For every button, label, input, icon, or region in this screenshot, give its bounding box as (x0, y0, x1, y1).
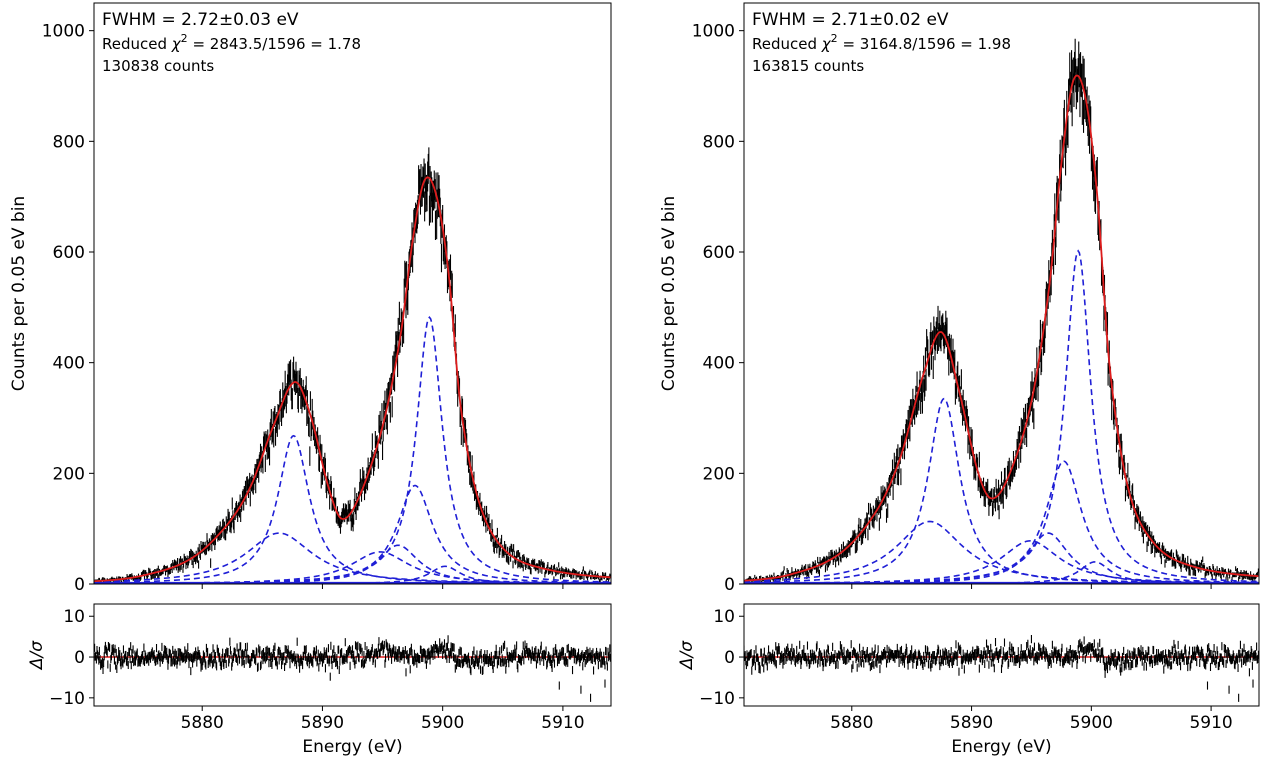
y-tick-label: 200 (703, 464, 735, 484)
residual-y-tick-label: 10 (713, 607, 735, 627)
chi2-annotation: Reduced χ2 = 2843.5/1596 = 1.78 (102, 32, 361, 53)
y-tick-label: 0 (724, 575, 735, 595)
y-tick-label: 800 (53, 132, 85, 152)
residual-y-axis-label: Δ/σ (27, 640, 47, 671)
x-tick-label: 5880 (830, 713, 873, 733)
residual-axes-frame (93, 603, 612, 707)
x-tick-label: 5910 (541, 713, 584, 733)
residual-axes-frame (743, 603, 1260, 707)
residual-y-tick-label: 0 (724, 648, 735, 668)
y-tick-label: 600 (53, 243, 85, 263)
fit-component-1 (94, 434, 610, 584)
y-tick-label: 400 (53, 354, 85, 374)
x-tick-label: 5900 (1070, 713, 1113, 733)
y-axis-label: Counts per 0.05 eV bin (659, 196, 679, 391)
residual-errorbars (744, 635, 1259, 702)
x-axis-label: Energy (eV) (302, 737, 402, 757)
fwhm-annotation: FWHM = 2.72±0.03 eV (102, 10, 299, 30)
y-axis-label: Counts per 0.05 eV bin (9, 196, 29, 391)
x-axis-label: Energy (eV) (951, 737, 1051, 757)
total-fit-line (744, 74, 1259, 582)
x-tick-label: 5910 (1189, 713, 1232, 733)
residual-plot-area (94, 635, 611, 702)
counts-annotation: 163815 counts (752, 57, 864, 75)
y-tick-label: 800 (703, 132, 735, 152)
y-tick-label: 1000 (42, 22, 85, 42)
y-tick-label: 400 (703, 354, 735, 374)
chart-panel-left: 0 200 400 600 800 1000 −10 0 10 5880 5890 5900 5910 C… (9, 2, 612, 757)
y-tick-label: 1000 (692, 22, 735, 42)
y-tick-label: 200 (53, 464, 85, 484)
y-tick-label: 0 (74, 575, 85, 595)
residual-y-tick-label: −10 (699, 689, 735, 709)
fwhm-annotation: FWHM = 2.71±0.02 eV (752, 10, 949, 30)
main-axes-frame (743, 2, 1260, 585)
total-fit-line (94, 176, 611, 583)
chart-panel-right: 0 200 400 600 800 1000 −10 0 10 5880 5890 5900 5910 C… (659, 2, 1260, 757)
x-tick-label: 5900 (421, 713, 464, 733)
residual-y-axis-label: Δ/σ (677, 640, 697, 671)
counts-annotation: 130838 counts (102, 57, 214, 75)
x-tick-label: 5890 (950, 713, 993, 733)
residual-errorbars (94, 635, 611, 702)
main-plot-area (94, 147, 611, 584)
residual-y-tick-label: 0 (74, 648, 85, 668)
y-tick-label: 600 (703, 243, 735, 263)
main-axes-frame (93, 2, 612, 585)
x-tick-label: 5890 (301, 713, 344, 733)
chi2-annotation: Reduced χ2 = 3164.8/1596 = 1.98 (752, 32, 1011, 53)
residual-y-tick-label: −10 (49, 689, 85, 709)
residual-y-tick-label: 10 (63, 607, 85, 627)
residual-plot-area (744, 635, 1259, 702)
x-tick-label: 5880 (181, 713, 224, 733)
